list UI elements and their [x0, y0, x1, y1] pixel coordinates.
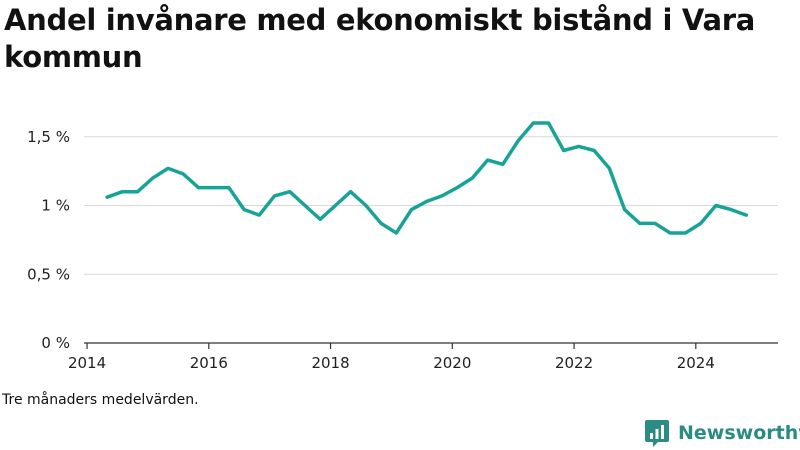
x-tick-label: 2016: [190, 354, 228, 372]
newsworthy-brand[interactable]: Newsworthy: [644, 418, 800, 448]
y-tick-label: 0,5 %: [27, 265, 70, 283]
x-axis: 2014 2016 2018 2020 2022 2024: [68, 342, 778, 372]
gridlines: [84, 136, 778, 275]
x-tick-label: 2022: [555, 354, 593, 372]
newsworthy-logo-icon: [645, 420, 669, 447]
chart-title: Andel invånare med ekonomiskt bistånd i …: [4, 3, 755, 74]
x-tick-label: 2018: [311, 354, 349, 372]
footnote: Tre månaders medelvärden.: [2, 392, 199, 408]
x-tick-label: 2020: [433, 354, 471, 372]
brand-name: Newsworthy: [678, 422, 800, 444]
x-tick-label: 2014: [68, 354, 106, 372]
y-tick-label: 1 %: [41, 197, 70, 215]
y-tick-label: 0 %: [41, 334, 70, 352]
y-axis-tick-labels: 0 % 0,5 % 1 % 1,5 %: [27, 128, 70, 352]
x-tick-label: 2024: [677, 354, 715, 372]
series-line: [105, 121, 749, 235]
series-lines: [105, 121, 749, 235]
y-tick-label: 1,5 %: [27, 128, 70, 146]
